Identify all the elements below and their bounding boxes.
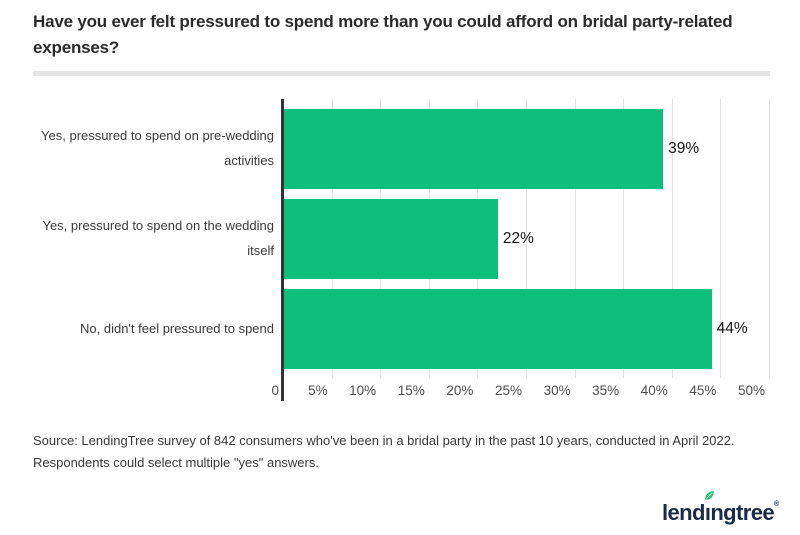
gridline xyxy=(623,99,625,378)
x-tick-label: 40% xyxy=(640,383,668,398)
plot-area: 39% 22% 44% xyxy=(284,99,770,401)
bar xyxy=(284,289,712,369)
bar xyxy=(284,199,498,279)
y-axis-line xyxy=(281,99,284,401)
bar-value-label: 39% xyxy=(668,140,700,157)
x-tick-label: 15% xyxy=(397,383,425,398)
chart-title: Have you ever felt pressured to spend mo… xyxy=(33,12,733,57)
bar-chart: Yes, pressured to spend on pre-wedding a… xyxy=(33,99,770,411)
x-tick-label: 50% xyxy=(737,383,765,398)
bar-value-label: 22% xyxy=(502,230,534,247)
logo-letter-i: ı xyxy=(704,491,714,525)
x-tick-label: 20% xyxy=(446,383,474,398)
gridline xyxy=(574,99,576,378)
title-divider xyxy=(33,71,770,76)
category-label: Yes, pressured to spend on the wedding i… xyxy=(42,218,274,258)
registered-trademark: ® xyxy=(773,501,779,508)
x-tick-label: 0 xyxy=(271,383,279,398)
logo-text-after: ngtree xyxy=(710,500,774,525)
category-label: Yes, pressured to spend on pre-wedding a… xyxy=(41,128,274,168)
x-tick-label: 5% xyxy=(308,383,328,398)
x-tick-label: 30% xyxy=(543,383,571,398)
logo-text-before: lend xyxy=(662,500,705,525)
gridline xyxy=(720,99,722,378)
x-tick-label: 25% xyxy=(494,383,522,398)
lendingtree-wordmark: lend ıngtree® xyxy=(662,491,779,526)
gridline xyxy=(671,99,673,378)
leaf-icon xyxy=(704,491,714,500)
bar xyxy=(284,109,664,189)
source-note: Source: LendingTree survey of 842 consum… xyxy=(33,430,793,474)
bar-value-label: 44% xyxy=(716,320,748,337)
x-tick-label: 35% xyxy=(592,383,620,398)
source-line-1: Source: LendingTree survey of 842 consum… xyxy=(33,433,735,448)
gridline xyxy=(769,99,770,378)
logo-dotless-i: ı xyxy=(704,500,711,525)
category-labels: Yes, pressured to spend on pre-wedding a… xyxy=(33,99,274,378)
category-label: No, didn't feel pressured to spend xyxy=(80,320,274,336)
source-line-2: Respondents could select multiple "yes" … xyxy=(33,455,319,470)
x-tick-label: 10% xyxy=(349,383,377,398)
gridline xyxy=(526,99,527,378)
x-tick-label: 45% xyxy=(689,383,717,398)
x-axis-ticks: 0 5% 10% 15% 20% 25% 30% 35% 40% 45% 50% xyxy=(271,383,770,403)
lendingtree-logo: lend ıngtree® xyxy=(662,491,779,526)
